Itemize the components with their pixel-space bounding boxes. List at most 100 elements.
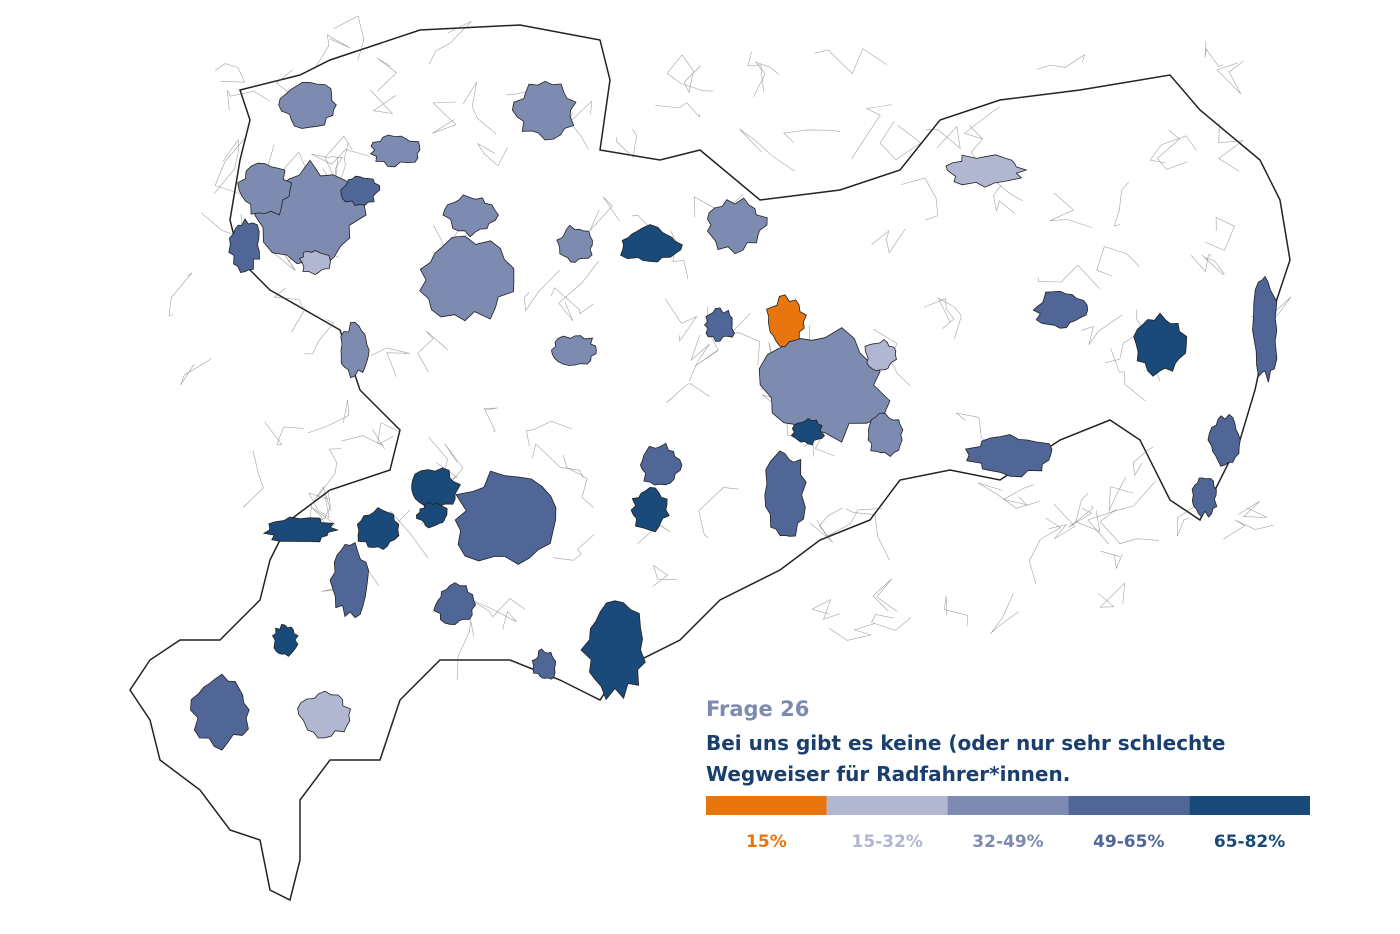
municipality-border xyxy=(1087,480,1156,545)
municipality-border xyxy=(879,121,922,160)
municipality-border xyxy=(652,564,678,587)
municipality-border xyxy=(1028,517,1062,585)
municipality xyxy=(964,434,1053,478)
municipality-border xyxy=(923,298,955,329)
municipality-border xyxy=(562,454,594,508)
municipality-border xyxy=(1238,501,1268,518)
municipality-border xyxy=(730,312,761,366)
municipality-border xyxy=(317,448,341,498)
municipality-border xyxy=(311,148,370,165)
municipality-border xyxy=(390,509,429,559)
municipality-border xyxy=(330,155,343,187)
municipality-border xyxy=(753,61,780,97)
municipality-border xyxy=(1216,60,1244,95)
municipality-border xyxy=(589,196,620,232)
municipality xyxy=(703,307,735,342)
municipality-border xyxy=(1096,246,1140,277)
legend-swatch xyxy=(826,796,948,815)
municipality xyxy=(411,467,461,513)
municipality-border xyxy=(829,623,876,641)
municipality xyxy=(271,623,299,657)
municipality xyxy=(551,335,597,366)
municipality xyxy=(758,327,891,443)
municipality-border xyxy=(990,592,1019,634)
municipality-border xyxy=(526,420,572,447)
municipality xyxy=(369,134,421,168)
state-outline xyxy=(129,24,1291,902)
municipality-border xyxy=(464,595,526,618)
municipality-border xyxy=(1068,505,1094,528)
municipality-border xyxy=(417,330,448,372)
municipality xyxy=(237,162,293,216)
municipality-border xyxy=(977,482,1040,509)
municipality-border xyxy=(213,138,239,195)
municipality xyxy=(442,194,499,238)
municipality-border xyxy=(1149,135,1197,164)
municipality-border xyxy=(1190,254,1212,273)
municipality-border xyxy=(215,63,246,83)
municipality xyxy=(228,218,261,274)
municipality xyxy=(329,542,370,619)
legend-swatch xyxy=(1189,796,1310,815)
municipality xyxy=(340,321,370,379)
municipality xyxy=(511,80,577,141)
municipality-border xyxy=(666,383,710,404)
municipality xyxy=(764,450,807,537)
question-text: Bei uns gibt es keine (oder nur sehr sch… xyxy=(706,731,1225,755)
municipality-border xyxy=(1048,503,1076,539)
municipality-border xyxy=(851,104,892,159)
municipality-border xyxy=(1223,519,1274,540)
municipality-border xyxy=(963,106,1000,140)
municipality xyxy=(340,175,381,206)
municipality-border xyxy=(532,443,584,478)
municipality-border xyxy=(324,135,353,182)
municipality-border xyxy=(473,600,517,630)
legend-label: 15% xyxy=(746,832,787,852)
legend: 15% 15-32% 32-49% 49-65% 65-82% xyxy=(706,796,1310,852)
municipality-border xyxy=(1218,122,1244,172)
municipality-border xyxy=(1049,192,1092,228)
municipality-border xyxy=(872,578,898,612)
municipality-border xyxy=(666,54,714,92)
municipality-border xyxy=(993,185,1016,214)
municipality xyxy=(531,648,557,680)
municipality-border xyxy=(341,429,385,450)
municipality-border xyxy=(901,177,939,221)
municipality-border xyxy=(747,51,764,92)
municipality-border xyxy=(227,89,270,111)
municipality-border xyxy=(462,81,497,135)
municipality-border xyxy=(370,347,410,377)
municipality xyxy=(1191,477,1218,518)
question-label: Frage 26 xyxy=(706,697,809,721)
question-text: Wegweiser für Radfahrer*innen. xyxy=(706,762,1070,786)
municipality-border xyxy=(314,34,351,70)
municipality xyxy=(766,294,807,348)
municipality xyxy=(1133,312,1188,377)
municipality-border xyxy=(811,598,840,620)
municipality-border xyxy=(307,399,350,434)
municipality xyxy=(1252,275,1278,383)
municipality-border xyxy=(264,421,305,445)
legend-label: 15-32% xyxy=(851,832,922,852)
municipality xyxy=(945,154,1028,188)
municipality-border xyxy=(816,508,883,537)
municipality-border xyxy=(1098,582,1126,608)
municipality-border xyxy=(428,21,472,65)
municipality xyxy=(556,224,593,263)
municipality-border xyxy=(553,534,595,561)
municipality-border xyxy=(168,272,193,317)
municipality xyxy=(1207,413,1241,467)
municipality-border xyxy=(698,487,739,538)
municipality-border xyxy=(308,492,331,519)
municipality-border xyxy=(456,620,474,680)
municipality-border xyxy=(1132,446,1154,477)
municipality xyxy=(419,235,515,322)
municipality-border xyxy=(670,230,689,280)
municipality-border xyxy=(814,48,887,75)
legend-swatch xyxy=(947,796,1069,815)
municipality xyxy=(298,250,331,276)
municipality-border xyxy=(550,287,594,315)
municipality-border xyxy=(925,126,961,150)
